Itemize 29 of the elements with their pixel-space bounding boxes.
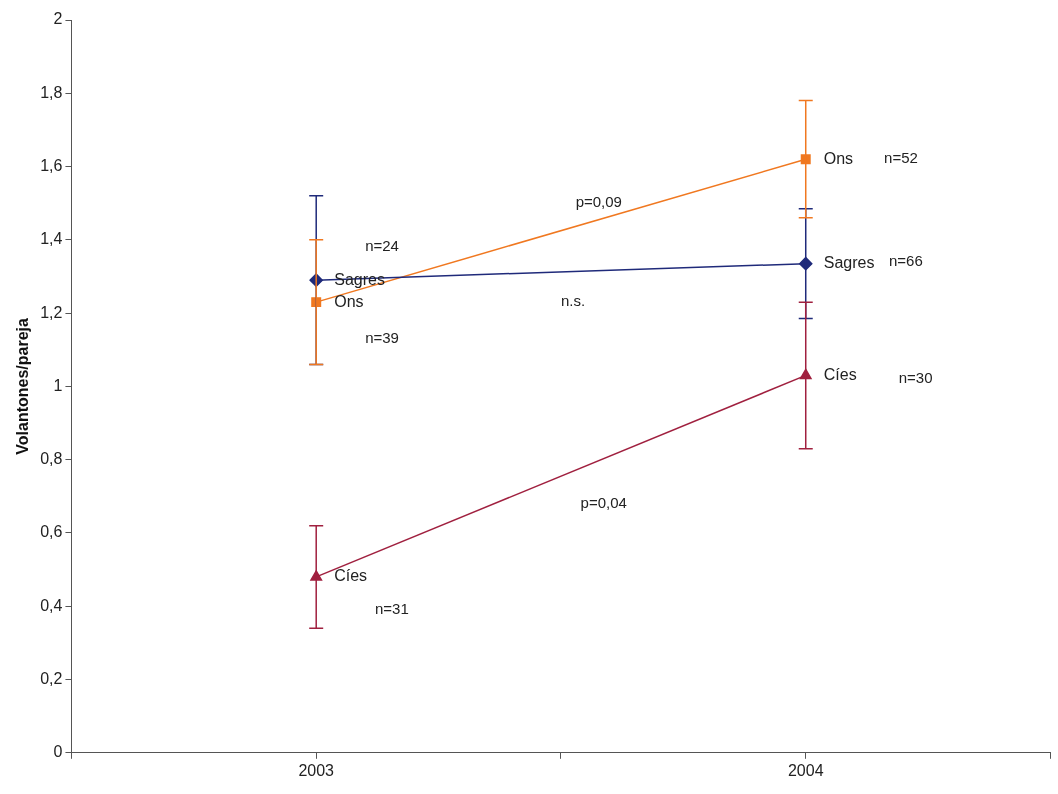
x-tick-label: 2004	[787, 761, 824, 779]
y-tick-label: 2	[53, 10, 63, 28]
annotation: n=24	[365, 237, 399, 255]
text: Sagres	[823, 254, 875, 272]
y-tick-label: 1,8	[40, 83, 63, 101]
y-tick-label: 0,6	[40, 523, 63, 541]
point	[800, 154, 811, 165]
series-label: Ons	[334, 292, 364, 310]
y-tick-label: 1	[53, 376, 63, 394]
annotation: n=66	[888, 251, 923, 269]
annotation: n=31	[374, 600, 409, 618]
y-tick-label: 1,4	[40, 230, 63, 248]
series-label: Cíes	[334, 567, 368, 585]
y-tick-label: 1,6	[40, 156, 63, 174]
x-tick-label: 2003	[298, 761, 335, 779]
text: Ons	[823, 149, 854, 167]
y-tick-label: 0,8	[40, 450, 63, 468]
annotation: n=39	[365, 328, 399, 346]
annotation: p=0,04	[580, 493, 627, 511]
annotation: n.s.	[560, 292, 586, 310]
annotation: p=0,09	[575, 193, 622, 211]
annotation: n=52	[884, 149, 918, 167]
y-tick-label: 0,2	[40, 669, 63, 687]
y-axis-title: Volantones/pareja	[14, 317, 32, 455]
y-tick-label: 0	[53, 743, 63, 761]
y-tick-label: 0,4	[40, 596, 63, 614]
annotation: n=30	[898, 369, 933, 387]
text: Cíes	[823, 365, 857, 383]
y-tick-label: 1,2	[40, 303, 63, 321]
